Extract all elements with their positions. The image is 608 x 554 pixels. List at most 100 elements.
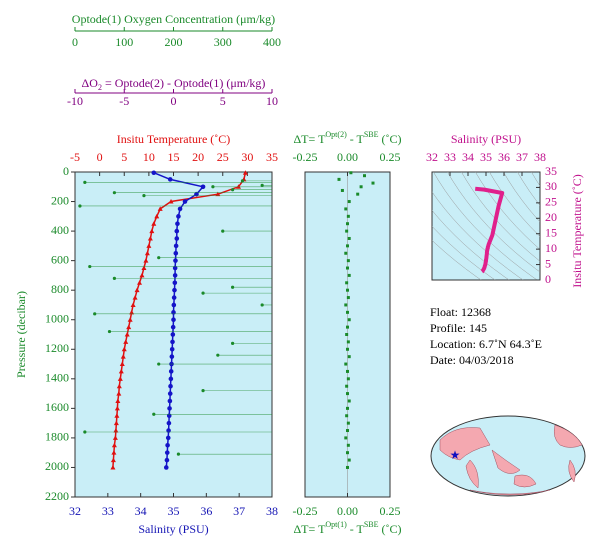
- data-point: [165, 442, 170, 448]
- axis-title-part: - T: [347, 522, 365, 536]
- data-point: [134, 287, 140, 293]
- data-point: [112, 191, 116, 195]
- data-point: [346, 266, 349, 270]
- data-point: [231, 341, 235, 345]
- data-point: [167, 398, 173, 404]
- axis-title-part: ΔO: [82, 76, 99, 90]
- x-tick-label: -0.25: [293, 504, 318, 518]
- y-tick-label: 600: [51, 252, 69, 266]
- axis-title: Insitu Temperature (˚C): [117, 132, 231, 146]
- y-tick-label: 200: [51, 193, 69, 207]
- y-tick-label: 2200: [45, 489, 69, 503]
- data-point: [346, 369, 349, 373]
- data-point: [112, 435, 118, 440]
- y-tick-label: 1000: [45, 311, 69, 325]
- data-point: [345, 384, 349, 388]
- x-tick-label: 36: [200, 504, 212, 518]
- data-point: [345, 229, 349, 233]
- axis-title-part: SBE: [364, 520, 379, 529]
- x-tick-label: 0: [72, 35, 78, 49]
- data-point: [346, 310, 349, 314]
- data-point: [216, 353, 220, 357]
- x-tick-label: 32: [69, 504, 81, 518]
- data-point: [176, 452, 181, 456]
- data-point: [168, 199, 174, 204]
- data-point: [126, 324, 132, 330]
- data-point: [170, 324, 176, 330]
- data-point: [347, 273, 351, 277]
- map-land: [491, 449, 521, 474]
- world-map: ★: [430, 415, 586, 497]
- contour: [447, 172, 540, 273]
- x-tick-label: 35: [168, 504, 180, 518]
- data-point: [147, 235, 153, 241]
- data-point: [346, 429, 349, 433]
- ts-curve: [475, 186, 505, 274]
- y-tick-label: 2000: [45, 459, 69, 473]
- data-point: [346, 222, 349, 226]
- map-land: [513, 474, 537, 488]
- contour: [432, 209, 510, 280]
- axis-title-part: ΔT= T: [293, 522, 326, 536]
- x-tick-label: 0.00: [337, 504, 358, 518]
- data-point: [167, 406, 172, 411]
- data-point: [346, 288, 349, 292]
- data-point: [114, 405, 120, 411]
- axis-title-part: (˚C): [379, 522, 402, 536]
- x-tick-label: 20: [192, 150, 204, 164]
- data-point: [168, 383, 173, 389]
- data-point: [173, 243, 179, 249]
- y-tick-label: 1400: [45, 371, 69, 385]
- y-tick-label: 20: [545, 210, 557, 224]
- x-tick-label: 36: [498, 150, 510, 164]
- data-point: [347, 355, 351, 359]
- float-marker: ★: [450, 448, 461, 462]
- data-point: [168, 376, 174, 382]
- contour: [503, 172, 540, 223]
- x-tick-label: 34: [462, 150, 474, 164]
- axis-title: Optode(1) Oxygen Concentration (μm/kg): [72, 12, 275, 26]
- x-tick-label: 37: [233, 504, 245, 518]
- data-point: [345, 333, 349, 336]
- data-point: [146, 243, 152, 248]
- axis-title: Insitu Temperature (˚C): [570, 174, 584, 288]
- y-tick-label: 0: [545, 272, 551, 286]
- data-point: [173, 250, 179, 256]
- y-tick-label: 1200: [45, 341, 69, 355]
- data-point: [121, 346, 127, 352]
- data-point: [171, 310, 176, 315]
- x-tick-label: 5: [121, 150, 127, 164]
- data-point: [182, 199, 188, 204]
- data-point: [93, 312, 97, 316]
- data-point: [349, 171, 353, 175]
- info-line: Profile: 145: [430, 321, 487, 335]
- y-axis-title: Pressure (decibar): [14, 291, 28, 378]
- info-line: Float: 12368: [430, 305, 491, 319]
- data-point: [157, 206, 163, 211]
- data-point: [211, 185, 215, 189]
- y-tick-label: 30: [545, 179, 557, 193]
- data-point: [163, 465, 169, 470]
- data-point: [127, 317, 133, 322]
- x-tick-label: 0: [171, 94, 177, 108]
- info-line: Date: 04/03/2018: [430, 353, 514, 367]
- data-point: [116, 391, 122, 396]
- contour: [433, 172, 538, 280]
- x-tick-label: 0.25: [380, 504, 401, 518]
- data-point: [231, 188, 235, 192]
- y-tick-label: 5: [545, 256, 551, 270]
- y-tick-label: 25: [545, 195, 557, 209]
- axis-title-part: (˚C): [379, 132, 402, 146]
- data-point: [356, 192, 360, 196]
- x-tick-label: 400: [263, 35, 281, 49]
- data-point: [346, 406, 349, 410]
- data-point: [347, 399, 351, 403]
- data-point: [171, 295, 177, 300]
- data-point: [151, 221, 157, 226]
- data-point: [174, 228, 180, 234]
- data-point: [141, 265, 147, 271]
- data-point: [143, 258, 149, 263]
- x-tick-label: 0: [97, 150, 103, 164]
- x-tick-label: 38: [266, 504, 278, 518]
- data-point: [344, 303, 348, 307]
